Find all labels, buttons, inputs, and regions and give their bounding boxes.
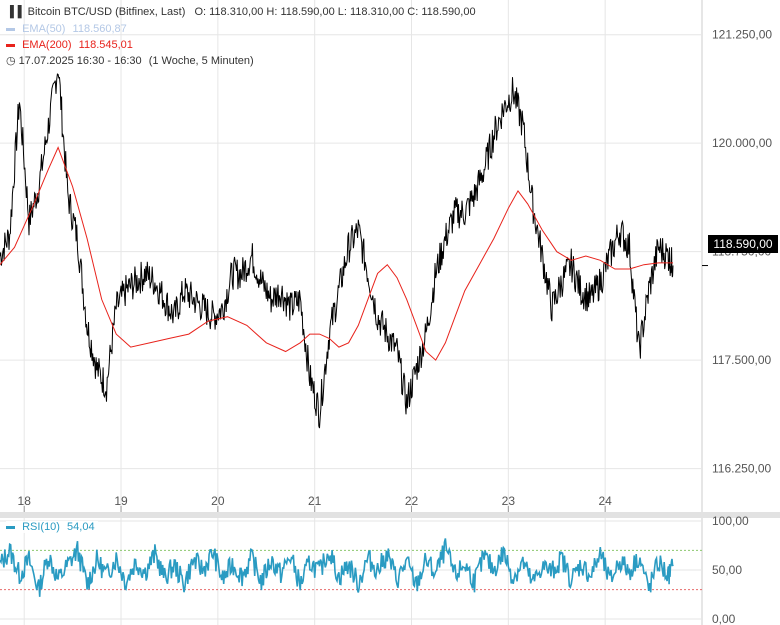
legend-ema50[interactable]: EMA(50) 118.560,87 [6,22,127,36]
x-tick-label: 23 [502,494,516,508]
price-series-group[interactable] [0,73,708,429]
legend-ema200[interactable]: EMA(200) 118.545,01 [6,38,133,52]
ema200-value: 118.545,01 [78,39,133,51]
price-line [0,73,674,429]
rsi-swatch [6,525,15,529]
price-y-tick-label: 117.500,00 [712,353,771,367]
rsi-y-tick-label: 0,00 [712,612,736,625]
price-y-tick-label: 121.250,00 [712,28,772,42]
x-tick-label: 18 [18,494,32,508]
x-tick-label: 22 [405,494,419,508]
rsi-line [0,538,674,597]
legend-rsi[interactable]: RSI(10) 54,04 [6,521,98,533]
current-price-tag: 118.590,00 [708,235,778,253]
range-info: (1 Woche, 5 Minuten) [148,55,254,67]
legend-title-row: ▐▐ Bitcoin BTC/USD (Bitfinex, Last) O: 1… [6,5,476,19]
rsi-value: 54,04 [67,521,95,533]
x-tick-label: 24 [598,494,612,508]
ohlc-values: O: 118.310,00 H: 118.590,00 L: 118.310,0… [194,6,476,18]
x-tick-label: 20 [211,494,225,508]
price-y-tick-label: 116.250,00 [712,462,771,476]
ema200-swatch [6,43,15,47]
timestamp: 17.07.2025 16:30 - 16:30 [18,55,142,67]
rsi-y-tick-label: 100,00 [712,514,749,528]
rsi-y-tick-label: 50,00 [712,563,742,577]
panel-separator [0,512,780,518]
bar-chart-icon: ▐▐ [6,6,22,18]
ema200-line [0,146,673,361]
legend-timestamp-row: ◷ 17.07.2025 16:30 - 16:30 (1 Woche, 5 M… [6,54,254,68]
rsi-label: RSI(10) [22,521,60,533]
price-y-tick-label: 120.000,00 [712,136,772,150]
ema200-label: EMA(200) [22,39,72,51]
ema50-label: EMA(50) [22,23,66,35]
x-tick-label: 19 [114,494,128,508]
rsi-series-group[interactable] [0,538,674,597]
ema50-swatch [6,27,15,31]
ema50-value: 118.560,87 [72,23,127,35]
instrument-title: Bitcoin BTC/USD (Bitfinex, Last) [27,6,186,18]
x-tick-label: 21 [308,494,322,508]
clock-icon: ◷ [6,55,16,67]
axis-labels: 121.250,00120.000,00118.750,00117.500,00… [18,28,773,625]
